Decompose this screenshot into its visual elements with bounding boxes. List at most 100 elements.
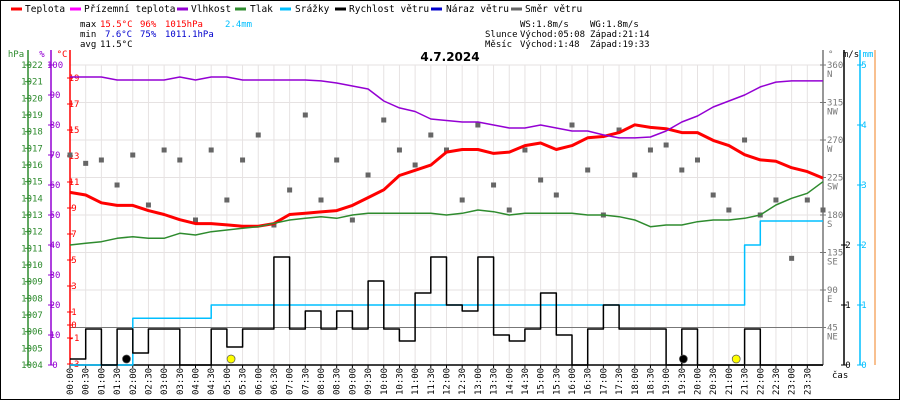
wind-direction-point [538, 177, 544, 183]
time-label: 19:00 [662, 368, 672, 395]
wind-direction-point [428, 132, 434, 138]
humidity-axis-unit: % [39, 50, 45, 60]
wind-direction-point [240, 157, 246, 163]
time-label: 23:30 [803, 368, 813, 395]
humidity-tick-label: 80 [50, 121, 61, 131]
temperature-tick-label: 5 [71, 256, 76, 266]
wind-tick-label: 2 [845, 241, 850, 251]
direction-tick-label: S [827, 220, 832, 230]
time-label: 07:30 [301, 368, 311, 395]
legend-label: Přízemní teplota [84, 4, 176, 15]
wind-direction-point [444, 147, 449, 153]
wind-direction-point [365, 172, 371, 178]
humidity-tick-label: 20 [50, 301, 61, 311]
time-label: 11:00 [411, 368, 421, 395]
moonset: Západ:19:33 [590, 40, 650, 50]
direction-tick-label: SW [827, 183, 838, 193]
wind-tick-label: 0 [845, 361, 850, 371]
legend-item-srazky: Srážky [280, 4, 330, 15]
pressure-tick-label: 1018 [21, 128, 43, 138]
wind-direction-point [663, 142, 669, 148]
axes: hPa1004100510061007100810091010101110121… [8, 50, 876, 395]
time-label: 12:00 [443, 368, 453, 395]
wind-direction-point [349, 217, 355, 223]
sun-label: Slunce [485, 30, 518, 40]
wind-direction-point [255, 132, 261, 138]
time-label: 22:30 [772, 368, 782, 395]
wind-direction-point [412, 162, 418, 168]
wind-direction-point [804, 197, 810, 203]
moonrise: Východ:1:48 [520, 40, 580, 50]
humidity-tick-label: 30 [50, 271, 61, 281]
legend-label: Teplota [25, 4, 65, 15]
direction-tick-label: 225 [827, 174, 843, 184]
humidity-tick-label: 70 [50, 151, 61, 161]
legend-item-vlhkost: Vlhkost [177, 4, 231, 15]
x-axis-label: čas [832, 370, 848, 381]
time-label: 06:30 [270, 368, 280, 395]
time-label: 09:30 [364, 368, 374, 395]
legend-label: Tlak [250, 4, 273, 15]
humidity-tick-label: 100 [47, 61, 63, 71]
wind-direction-point [773, 197, 779, 203]
time-label: 20:30 [709, 368, 719, 395]
direction-tick-label: 135 [827, 249, 843, 259]
wind-direction-point [208, 147, 214, 153]
time-label: 04:30 [207, 368, 217, 395]
rain-tick-label: 0 [861, 361, 866, 371]
pressure-tick-label: 1022 [21, 61, 43, 71]
wind-direction-point [177, 157, 183, 163]
wind-direction-point [710, 192, 716, 198]
max-label: max [80, 20, 97, 30]
time-label: 21:30 [741, 368, 751, 395]
time-label: 03:00 [160, 368, 170, 395]
series-vlhkost [70, 76, 823, 139]
pressure-tick-label: 1020 [21, 94, 43, 104]
direction-axis-unit: ° [828, 50, 833, 60]
avg-temp: 11.5°C [100, 40, 133, 50]
time-label: 11:30 [427, 368, 437, 395]
wind-direction-point [585, 167, 591, 173]
stats: max 15.5°C 96% 1015hPa 2.4mm min 7.6°C 7… [80, 20, 650, 50]
time-label: 15:00 [537, 368, 547, 395]
pressure-tick-label: 1006 [21, 328, 43, 338]
humidity-tick-label: 50 [50, 211, 61, 221]
time-label: 17:00 [599, 368, 609, 395]
direction-tick-label: 45 [827, 324, 838, 334]
temperature-tick-label: 0 [71, 321, 76, 331]
time-label: 12:30 [458, 368, 468, 395]
time-label: 20:00 [694, 368, 704, 395]
min-humidity: 75% [140, 30, 157, 40]
time-label: 22:00 [756, 368, 766, 395]
wind-direction-point [193, 217, 198, 223]
pressure-tick-label: 1015 [21, 178, 43, 188]
time-label: 14:30 [521, 368, 531, 395]
pressure-tick-label: 1004 [21, 361, 43, 371]
max-humidity: 96% [140, 20, 157, 30]
pressure-tick-label: 1019 [21, 111, 43, 121]
wind-direction-point [396, 147, 402, 153]
legend-label: Vlhkost [191, 4, 231, 15]
pressure-tick-label: 1012 [21, 228, 43, 238]
wind-direction-point [616, 127, 622, 133]
rain-tick-label: 2 [861, 241, 866, 251]
pressure-tick-label: 1007 [21, 311, 43, 321]
humidity-tick-label: 0 [52, 361, 57, 371]
time-label: 08:00 [317, 368, 327, 395]
rain-tick-label: 5 [861, 61, 866, 71]
direction-tick-label: E [827, 295, 832, 305]
time-label: 05:00 [223, 368, 233, 395]
wind-direction-point [522, 147, 528, 153]
time-label: 14:00 [505, 368, 515, 395]
time-label: 07:00 [286, 368, 296, 395]
wind-tick-label: 1 [845, 301, 850, 311]
min-temp: 7.6°C [105, 30, 132, 40]
wind-direction-point [67, 152, 73, 158]
wind-direction-point [506, 207, 512, 213]
wind-direction-point [98, 157, 104, 163]
chart-title: 4.7.2024 [420, 50, 479, 64]
pressure-axis-unit: hPa [8, 50, 24, 60]
wind-direction-point [114, 182, 120, 188]
pressure-tick-label: 1017 [21, 144, 43, 154]
wind-direction-point [224, 197, 230, 203]
